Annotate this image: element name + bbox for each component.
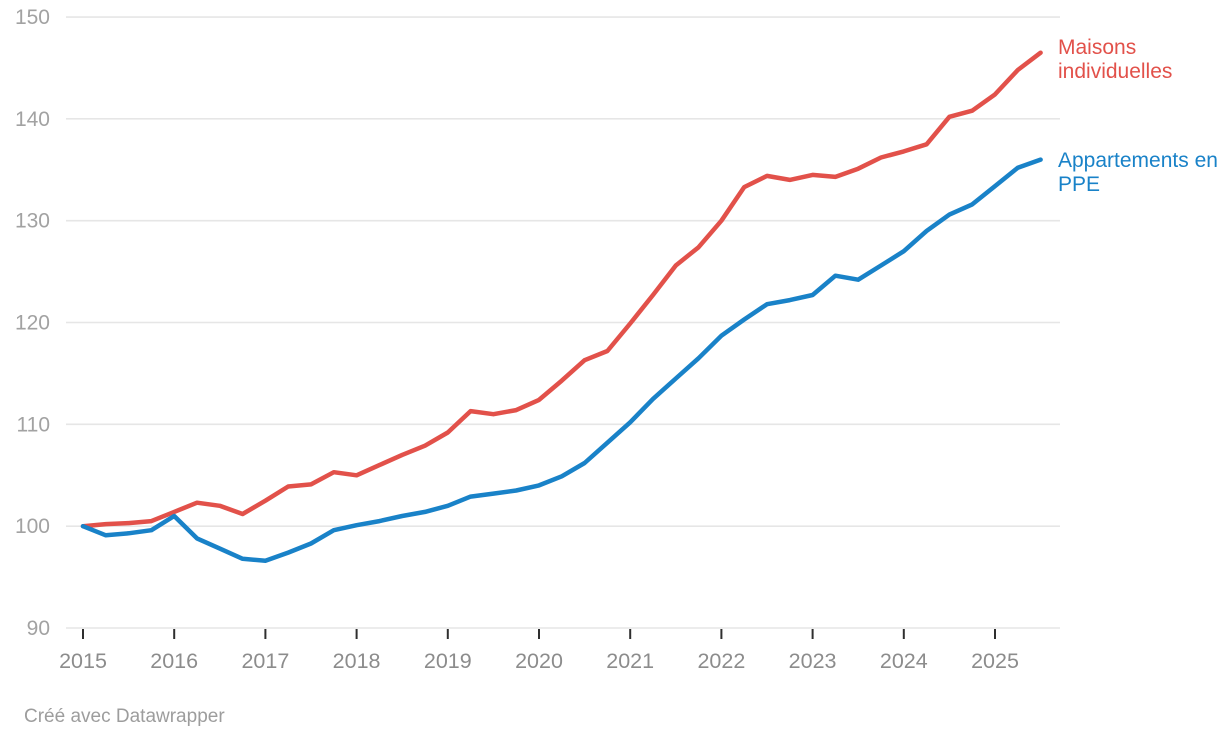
x-axis-label-2025: 2025 <box>971 649 1019 673</box>
y-axis-label-100: 100 <box>15 515 50 538</box>
x-axis-label-2016: 2016 <box>150 649 198 673</box>
x-axis-label-2021: 2021 <box>606 649 654 673</box>
x-axis-label-2019: 2019 <box>424 649 472 673</box>
y-axis-label-140: 140 <box>15 108 50 131</box>
x-axis-label-2017: 2017 <box>241 649 289 673</box>
legend-label-appartements-ppe: Appartements en PPE <box>1058 149 1218 196</box>
x-axis-label-2018: 2018 <box>333 649 381 673</box>
x-axis-label-2020: 2020 <box>515 649 563 673</box>
x-axis-label-2023: 2023 <box>789 649 837 673</box>
y-axis-label-110: 110 <box>17 413 50 436</box>
series-line-appartements-ppe <box>80 157 1043 564</box>
x-axis-label-2024: 2024 <box>880 649 928 673</box>
series-line-maisons-individuelles <box>80 50 1043 529</box>
y-axis-label-130: 130 <box>15 210 50 233</box>
x-axis-label-2022: 2022 <box>697 649 745 673</box>
datawrapper-credit-link[interactable]: Créé avec Datawrapper <box>24 706 225 727</box>
y-axis-label-120: 120 <box>15 312 50 335</box>
y-axis-label-150: 150 <box>15 6 50 29</box>
x-axis-label-2015: 2015 <box>59 649 107 673</box>
legend-label-maisons-individuelles: Maisons individuelles <box>1058 36 1173 83</box>
y-axis-label-90: 90 <box>27 617 50 640</box>
